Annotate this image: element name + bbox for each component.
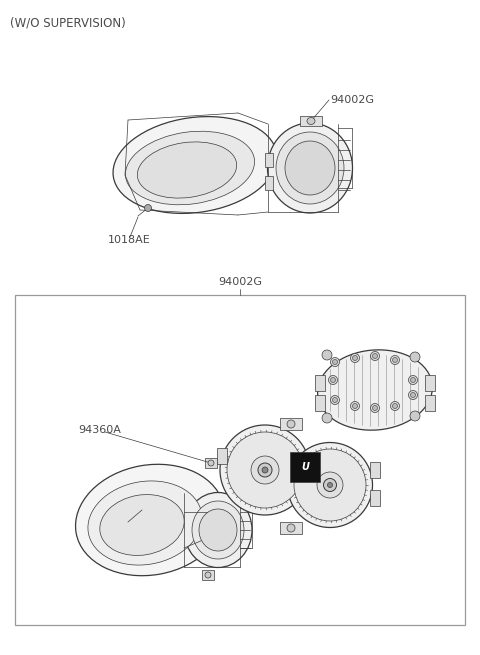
Ellipse shape — [410, 377, 416, 383]
Ellipse shape — [100, 495, 184, 555]
Ellipse shape — [88, 481, 202, 565]
Bar — [15, 295, 465, 625]
Bar — [425, 395, 435, 411]
Ellipse shape — [125, 131, 254, 205]
Text: 94002G: 94002G — [330, 95, 374, 105]
Ellipse shape — [322, 413, 332, 423]
Ellipse shape — [199, 509, 237, 551]
Ellipse shape — [391, 402, 399, 411]
Ellipse shape — [227, 432, 303, 508]
Ellipse shape — [251, 456, 279, 484]
Ellipse shape — [350, 354, 360, 362]
Ellipse shape — [205, 572, 211, 578]
Ellipse shape — [287, 420, 295, 428]
Bar — [202, 570, 214, 580]
Ellipse shape — [410, 352, 420, 362]
Ellipse shape — [294, 449, 366, 521]
Bar — [300, 116, 322, 126]
Ellipse shape — [393, 358, 397, 362]
Ellipse shape — [333, 398, 337, 403]
Text: 94002G: 94002G — [218, 277, 262, 287]
Ellipse shape — [318, 350, 432, 430]
Ellipse shape — [328, 375, 337, 384]
Bar — [315, 375, 325, 391]
Bar — [265, 153, 273, 167]
Bar — [425, 375, 435, 391]
Ellipse shape — [410, 411, 420, 421]
Ellipse shape — [410, 392, 416, 398]
Ellipse shape — [322, 350, 332, 360]
Ellipse shape — [192, 501, 244, 559]
Bar — [280, 522, 302, 534]
Bar — [265, 176, 273, 190]
Text: (W/O SUPERVISION): (W/O SUPERVISION) — [10, 16, 126, 29]
Ellipse shape — [391, 356, 399, 364]
Ellipse shape — [331, 377, 336, 383]
Text: 94360A: 94360A — [78, 425, 121, 435]
Bar — [205, 458, 217, 468]
Ellipse shape — [220, 425, 310, 515]
Ellipse shape — [317, 472, 343, 498]
Ellipse shape — [408, 375, 418, 384]
Ellipse shape — [75, 464, 225, 576]
Ellipse shape — [408, 390, 418, 400]
Bar — [315, 395, 325, 411]
Ellipse shape — [371, 352, 380, 360]
Ellipse shape — [288, 443, 372, 527]
Text: 1018AE: 1018AE — [108, 235, 151, 245]
Ellipse shape — [333, 360, 337, 364]
Ellipse shape — [144, 204, 152, 212]
Bar — [370, 462, 380, 478]
Ellipse shape — [307, 117, 315, 124]
Ellipse shape — [184, 493, 252, 567]
Ellipse shape — [350, 402, 360, 411]
Ellipse shape — [352, 356, 358, 360]
Ellipse shape — [327, 483, 333, 487]
Ellipse shape — [287, 524, 295, 532]
Ellipse shape — [371, 403, 380, 413]
Ellipse shape — [352, 403, 358, 409]
Ellipse shape — [331, 396, 339, 405]
Text: U: U — [301, 462, 309, 472]
Ellipse shape — [372, 354, 377, 358]
Ellipse shape — [324, 479, 336, 491]
Ellipse shape — [267, 123, 352, 213]
Ellipse shape — [285, 141, 335, 195]
Bar — [370, 490, 380, 506]
Bar — [217, 448, 227, 464]
Ellipse shape — [113, 117, 277, 214]
Bar — [280, 418, 302, 430]
Ellipse shape — [276, 132, 344, 204]
Ellipse shape — [393, 403, 397, 409]
Ellipse shape — [208, 460, 214, 466]
Ellipse shape — [262, 467, 268, 473]
Ellipse shape — [331, 358, 339, 367]
Ellipse shape — [372, 405, 377, 411]
Ellipse shape — [258, 463, 272, 477]
Ellipse shape — [137, 142, 237, 198]
Bar — [290, 452, 320, 482]
